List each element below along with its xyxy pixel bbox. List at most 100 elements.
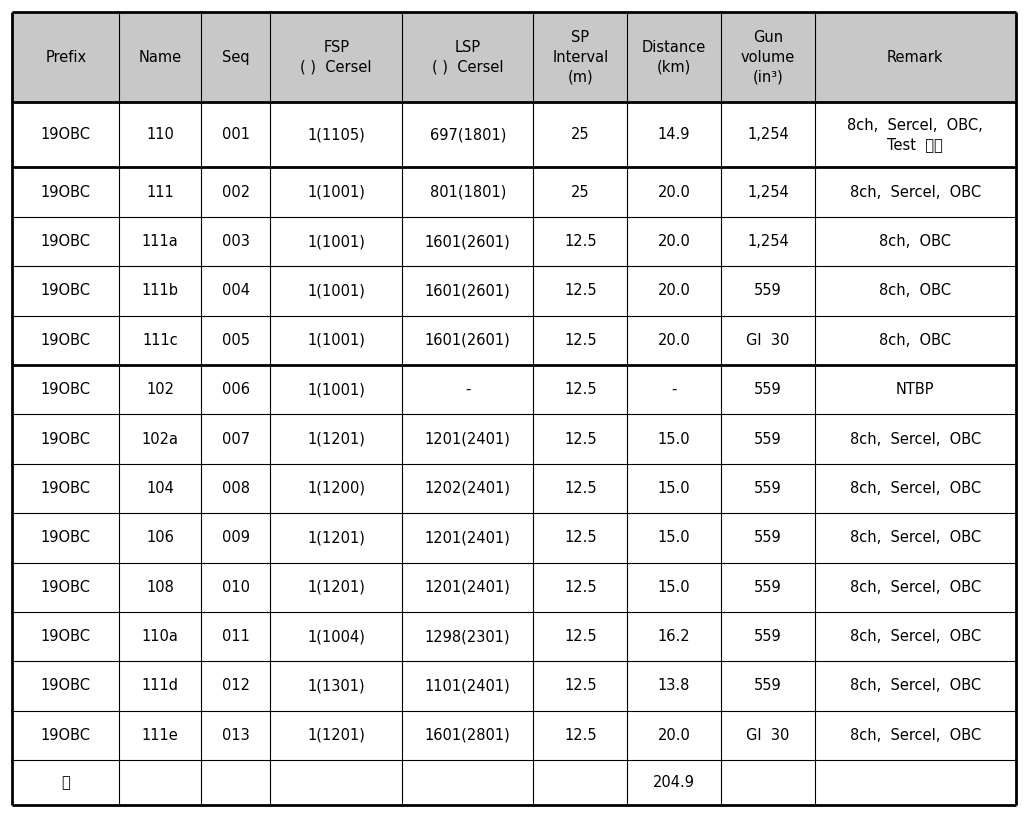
Bar <box>12 464 1016 513</box>
Text: 20.0: 20.0 <box>658 185 691 199</box>
Text: 111a: 111a <box>142 234 179 249</box>
Text: 559: 559 <box>754 678 781 694</box>
Text: 19OBC: 19OBC <box>41 678 90 694</box>
Text: GI  30: GI 30 <box>746 728 790 743</box>
Text: Gun
volume
(in³): Gun volume (in³) <box>741 30 795 85</box>
Text: 559: 559 <box>754 481 781 496</box>
Text: 19OBC: 19OBC <box>41 629 90 644</box>
Bar <box>12 12 1016 102</box>
Text: GI  30: GI 30 <box>746 333 790 348</box>
Bar <box>12 760 1016 805</box>
Text: 8ch,  Sercel,  OBC: 8ch, Sercel, OBC <box>850 629 981 644</box>
Text: 005: 005 <box>222 333 250 348</box>
Text: 1(1201): 1(1201) <box>307 580 365 595</box>
Bar <box>12 414 1016 464</box>
Text: 001: 001 <box>222 127 250 142</box>
Bar <box>12 563 1016 612</box>
Text: 004: 004 <box>222 283 250 298</box>
Text: 1601(2601): 1601(2601) <box>425 234 511 249</box>
Bar <box>12 266 1016 315</box>
Bar <box>12 315 1016 365</box>
Text: -: - <box>465 382 471 397</box>
Bar <box>12 217 1016 266</box>
Text: 8ch,  Sercel,  OBC: 8ch, Sercel, OBC <box>850 728 981 743</box>
Text: 1(1001): 1(1001) <box>307 185 365 199</box>
Text: 697(1801): 697(1801) <box>430 127 506 142</box>
Text: 12.5: 12.5 <box>564 728 596 743</box>
Text: 20.0: 20.0 <box>658 283 691 298</box>
Text: FSP
( )  Cersel: FSP ( ) Cersel <box>300 40 372 74</box>
Text: 1201(2401): 1201(2401) <box>425 580 511 595</box>
Text: 111e: 111e <box>142 728 179 743</box>
Text: 010: 010 <box>222 580 250 595</box>
Text: 012: 012 <box>222 678 250 694</box>
Text: Remark: Remark <box>887 50 944 65</box>
Text: Seq: Seq <box>222 50 250 65</box>
Bar <box>12 612 1016 661</box>
Text: 102a: 102a <box>142 431 179 447</box>
Text: 12.5: 12.5 <box>564 333 596 348</box>
Text: 111d: 111d <box>142 678 179 694</box>
Text: 20.0: 20.0 <box>658 333 691 348</box>
Text: 15.0: 15.0 <box>658 530 691 545</box>
Text: 8ch,  OBC: 8ch, OBC <box>879 283 951 298</box>
Text: 559: 559 <box>754 283 781 298</box>
Text: 19OBC: 19OBC <box>41 382 90 397</box>
Text: 1601(2601): 1601(2601) <box>425 333 511 348</box>
Text: 1,254: 1,254 <box>747 127 788 142</box>
Text: 8ch,  Sercel,  OBC: 8ch, Sercel, OBC <box>850 580 981 595</box>
Text: 12.5: 12.5 <box>564 382 596 397</box>
Text: 16.2: 16.2 <box>658 629 691 644</box>
Text: 14.9: 14.9 <box>658 127 691 142</box>
Text: 1202(2401): 1202(2401) <box>425 481 511 496</box>
Text: 111b: 111b <box>142 283 179 298</box>
Text: 19OBC: 19OBC <box>41 431 90 447</box>
Text: 12.5: 12.5 <box>564 580 596 595</box>
Text: 801(1801): 801(1801) <box>430 185 506 199</box>
Text: 1,254: 1,254 <box>747 234 788 249</box>
Text: 8ch,  OBC: 8ch, OBC <box>879 234 951 249</box>
Text: 1298(2301): 1298(2301) <box>425 629 511 644</box>
Text: 002: 002 <box>222 185 250 199</box>
Text: 8ch,  OBC: 8ch, OBC <box>879 333 951 348</box>
Text: 111: 111 <box>146 185 174 199</box>
Text: 1101(2401): 1101(2401) <box>425 678 511 694</box>
Text: 19OBC: 19OBC <box>41 580 90 595</box>
Text: 12.5: 12.5 <box>564 530 596 545</box>
Text: 19OBC: 19OBC <box>41 283 90 298</box>
Text: 8ch,  Sercel,  OBC: 8ch, Sercel, OBC <box>850 530 981 545</box>
Text: 8ch,  Sercel,  OBC,
Test  측선: 8ch, Sercel, OBC, Test 측선 <box>847 118 983 152</box>
Text: 25: 25 <box>571 127 590 142</box>
Text: 13.8: 13.8 <box>658 678 691 694</box>
Text: 1201(2401): 1201(2401) <box>425 431 511 447</box>
Text: 1(1004): 1(1004) <box>307 629 365 644</box>
Text: 19OBC: 19OBC <box>41 185 90 199</box>
Text: LSP
( )  Cersel: LSP ( ) Cersel <box>432 40 504 74</box>
Text: 007: 007 <box>222 431 250 447</box>
Bar <box>12 513 1016 563</box>
Text: 15.0: 15.0 <box>658 481 691 496</box>
Text: 559: 559 <box>754 530 781 545</box>
Text: 1(1001): 1(1001) <box>307 333 365 348</box>
Bar <box>12 102 1016 167</box>
Text: 8ch,  Sercel,  OBC: 8ch, Sercel, OBC <box>850 678 981 694</box>
Text: Prefix: Prefix <box>45 50 86 65</box>
Text: 12.5: 12.5 <box>564 678 596 694</box>
Text: 25: 25 <box>571 185 590 199</box>
Text: 011: 011 <box>222 629 250 644</box>
Text: 15.0: 15.0 <box>658 580 691 595</box>
Text: 111c: 111c <box>143 333 178 348</box>
Text: 559: 559 <box>754 580 781 595</box>
Text: 12.5: 12.5 <box>564 283 596 298</box>
Text: Name: Name <box>139 50 182 65</box>
Text: 1(1001): 1(1001) <box>307 382 365 397</box>
Text: 8ch,  Sercel,  OBC: 8ch, Sercel, OBC <box>850 481 981 496</box>
Text: 19OBC: 19OBC <box>41 127 90 142</box>
Text: 8ch,  Sercel,  OBC: 8ch, Sercel, OBC <box>850 431 981 447</box>
Text: 계: 계 <box>62 775 70 790</box>
Text: 20.0: 20.0 <box>658 728 691 743</box>
Text: NTBP: NTBP <box>896 382 934 397</box>
Text: 15.0: 15.0 <box>658 431 691 447</box>
Text: 009: 009 <box>222 530 250 545</box>
Text: SP
Interval
(m): SP Interval (m) <box>552 30 609 85</box>
